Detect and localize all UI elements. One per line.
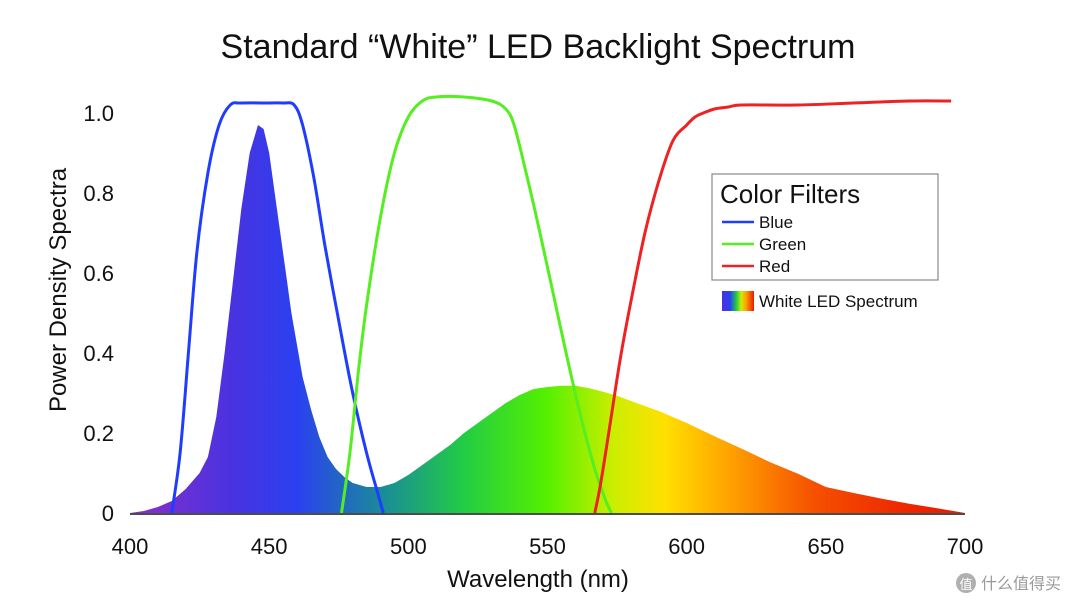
x-tick-label: 650: [807, 534, 844, 559]
y-tick-label: 0: [102, 501, 114, 526]
x-axis-label: Wavelength (nm): [447, 566, 629, 593]
y-tick-label: 0.2: [83, 421, 114, 446]
watermark: 值 什么值得买: [956, 573, 1061, 593]
x-tick-label: 450: [251, 534, 288, 559]
y-axis-label: Power Density Spectra: [45, 167, 72, 412]
y-tick-label: 0.4: [83, 341, 114, 366]
x-tick-labels: 400 450 500 550 600 650 700: [112, 534, 984, 559]
x-tick-label: 500: [390, 534, 427, 559]
legend-box: [711, 173, 939, 281]
watermark-logo-icon: [956, 573, 976, 593]
legend-label-red: Red: [759, 257, 790, 276]
x-tick-label: 400: [112, 534, 149, 559]
y-tick-label: 0.6: [83, 261, 114, 286]
legend: Color Filters Blue Green Red White LED S…: [711, 173, 939, 311]
watermark-text: 什么值得买: [981, 575, 1061, 593]
watermark-badge: 值: [959, 577, 972, 592]
legend-spectrum-swatch: [722, 291, 754, 311]
legend-title: Color Filters: [720, 179, 860, 209]
legend-label-blue: Blue: [759, 213, 793, 232]
x-tick-label: 600: [668, 534, 705, 559]
series-line-blue: [170, 101, 385, 514]
series-line-green: [340, 94, 613, 514]
chart-title: Standard “White” LED Backlight Spectrum: [221, 28, 856, 66]
y-tick-label: 1.0: [83, 101, 114, 126]
y-tick-label: 0.8: [83, 181, 114, 206]
plot-area: [130, 94, 965, 515]
legend-label-spectrum: White LED Spectrum: [759, 292, 918, 311]
filter-curves: [170, 94, 952, 514]
white-led-spectrum-area: [130, 125, 965, 513]
legend-label-green: Green: [759, 235, 806, 254]
x-tick-label: 700: [947, 534, 984, 559]
x-tick-label: 550: [529, 534, 566, 559]
y-tick-labels: 0 0.2 0.4 0.6 0.8 1.0: [83, 101, 114, 526]
series-line-red: [593, 99, 952, 514]
